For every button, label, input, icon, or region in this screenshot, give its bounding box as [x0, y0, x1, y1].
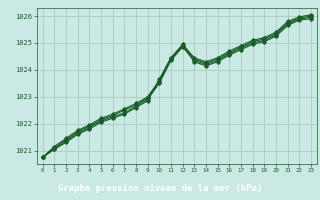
Text: Graphe pression niveau de la mer (hPa): Graphe pression niveau de la mer (hPa) — [58, 184, 262, 193]
